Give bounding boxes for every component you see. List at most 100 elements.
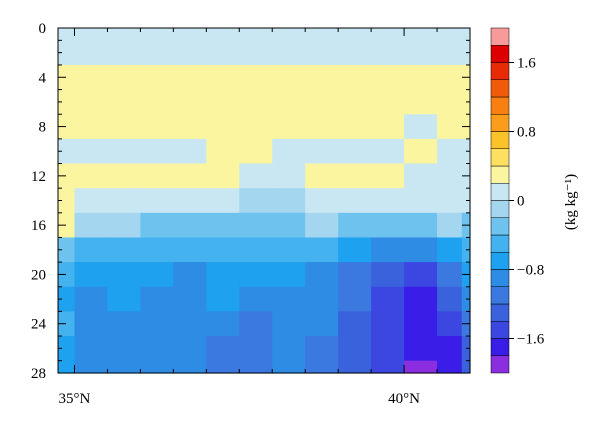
y-tick-label: 0: [39, 21, 47, 37]
field-cell: [173, 188, 207, 214]
field-cell: [107, 262, 141, 288]
field-cell: [437, 89, 463, 115]
field-cell: [239, 336, 273, 362]
field-cell: [371, 311, 405, 337]
colorbar-swatch: [490, 234, 510, 253]
x-tick-label: 35°N: [59, 391, 91, 407]
field-cell: [58, 262, 76, 288]
field-cell: [371, 40, 405, 66]
field-cell: [404, 237, 438, 263]
field-cell: [404, 286, 438, 312]
x-axis: 35°N 40°N: [59, 28, 471, 407]
field-cell: [239, 286, 273, 312]
y-tick-label: 28: [31, 366, 46, 382]
field-cell: [74, 89, 109, 115]
field-cell: [338, 336, 372, 362]
field-cell: [239, 262, 273, 288]
field-cell: [206, 360, 240, 374]
field-cell: [140, 336, 174, 362]
field-cell: [58, 40, 76, 66]
field-cell: [206, 212, 240, 239]
colorbar-swatch: [490, 131, 510, 149]
field-cell: [58, 163, 76, 189]
field-cell: [305, 64, 339, 91]
field-cell: [437, 311, 463, 337]
y-tick-label: 20: [31, 267, 46, 283]
y-tick-label: 8: [39, 120, 47, 136]
field-cell: [140, 188, 174, 214]
field-cell: [272, 237, 306, 263]
field-cell: [140, 212, 174, 239]
colorbar-swatch: [490, 183, 510, 201]
field-cell: [173, 311, 207, 337]
field-cell: [206, 262, 240, 288]
field-cell: [74, 212, 109, 239]
field-cell: [58, 286, 76, 312]
colorbar-swatch: [490, 338, 510, 356]
field-cell: [305, 237, 339, 263]
field-cell: [107, 40, 141, 66]
field-cell: [404, 114, 438, 140]
field-cell: [338, 138, 372, 165]
field-cell: [305, 163, 339, 189]
field-cell: [239, 311, 273, 337]
field-cell: [206, 89, 240, 115]
field-cell: [272, 89, 306, 115]
field-cell: [173, 64, 207, 91]
field-cell: [371, 286, 405, 312]
colorbar-label: (kg kg⁻¹): [563, 174, 579, 230]
colorbar-swatch: [490, 269, 510, 287]
field-cell: [107, 336, 141, 362]
field-cell: [305, 188, 339, 214]
field-cell: [140, 28, 174, 41]
field-cell: [58, 89, 76, 115]
field-cell: [107, 89, 141, 115]
field-cell: [58, 360, 76, 374]
field-cell: [140, 286, 174, 312]
field-cell: [58, 311, 76, 337]
field-cell: [239, 163, 273, 189]
field-cell: [338, 311, 372, 337]
field-cell: [58, 237, 76, 263]
field-cell: [305, 311, 339, 337]
field-cell: [107, 28, 141, 41]
field-cell: [107, 138, 141, 165]
field-cell: [173, 262, 207, 288]
field-cell: [272, 311, 306, 337]
field-cell: [371, 262, 405, 288]
colorbar-tick-label: 0.8: [517, 125, 536, 141]
field-cell: [173, 138, 207, 165]
field-cell: [58, 138, 76, 165]
field-cell: [239, 114, 273, 140]
field-cell: [437, 114, 463, 140]
field-cell: [140, 262, 174, 288]
field-cell: [173, 114, 207, 140]
field-cell: [107, 114, 141, 140]
colorbar-swatch: [490, 96, 510, 115]
field-cell: [272, 114, 306, 140]
colorbar-swatch: [490, 114, 510, 132]
field-cell: [74, 163, 109, 189]
field-cell: [140, 311, 174, 337]
field-cell: [404, 212, 438, 239]
field-cell: [272, 138, 306, 165]
heatmap-field: [58, 28, 471, 374]
field-cell: [338, 360, 372, 374]
field-cell: [437, 262, 463, 288]
field-cell: [404, 64, 438, 91]
colorbar-swatch: [490, 286, 510, 305]
field-cell: [371, 163, 405, 189]
field-cell: [404, 138, 438, 165]
field-cell: [239, 212, 273, 239]
field-cell: [206, 138, 240, 165]
field-cell: [74, 286, 109, 312]
field-cell: [74, 40, 109, 66]
field-cell: [371, 336, 405, 362]
field-cell: [206, 286, 240, 312]
field-cell: [437, 138, 463, 165]
field-cell: [437, 28, 463, 41]
field-cell: [107, 237, 141, 263]
field-cell: [140, 360, 174, 374]
field-cell: [107, 311, 141, 337]
field-cell: [74, 311, 109, 337]
